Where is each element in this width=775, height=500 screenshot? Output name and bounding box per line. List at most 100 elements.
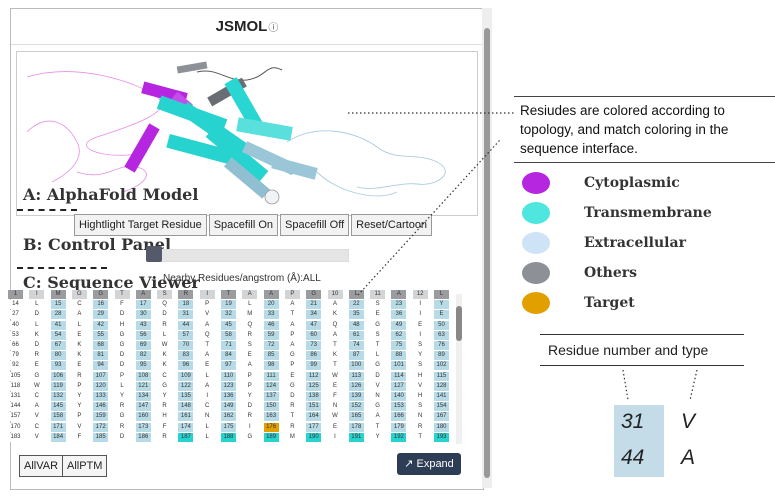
sequence-cell[interactable]: 60 bbox=[306, 330, 322, 340]
sequence-cell[interactable]: S bbox=[370, 300, 386, 310]
sequence-cell[interactable]: 135 bbox=[178, 392, 194, 401]
sequence-cell[interactable]: 134 bbox=[135, 392, 151, 401]
sequence-cell[interactable]: K bbox=[157, 351, 173, 361]
sequence-cell[interactable]: D bbox=[114, 351, 130, 361]
sequence-cell[interactable]: 45 bbox=[221, 320, 236, 330]
sequence-cell[interactable]: L bbox=[199, 371, 215, 381]
sequence-cell[interactable]: 42 bbox=[93, 320, 109, 330]
sequence-cell[interactable]: T bbox=[370, 422, 386, 432]
sequence-cell[interactable]: 89 bbox=[434, 351, 449, 361]
sequence-cell[interactable]: A bbox=[327, 330, 343, 340]
sequence-cell[interactable]: E bbox=[71, 361, 87, 371]
sequence-cell[interactable]: P bbox=[242, 371, 258, 381]
spacefill-off-button[interactable]: Spacefill Off bbox=[280, 214, 350, 236]
sequence-cell[interactable]: R bbox=[412, 422, 428, 432]
sequence-cell[interactable]: 136 bbox=[221, 392, 236, 401]
sequence-cell[interactable]: 193 bbox=[434, 432, 449, 442]
sequence-cell[interactable]: E bbox=[327, 422, 343, 432]
sequence-cell[interactable]: 115 bbox=[434, 371, 449, 381]
sequence-cell[interactable]: 35 bbox=[348, 310, 364, 320]
sequence-cell[interactable]: 159 bbox=[93, 412, 109, 422]
sequence-cell[interactable]: 175 bbox=[221, 422, 236, 432]
sequence-cell[interactable]: 12 bbox=[412, 290, 428, 299]
sequence-cell[interactable]: P bbox=[284, 330, 300, 340]
sequence-cell[interactable]: 137 bbox=[263, 392, 279, 401]
sequence-cell[interactable]: T bbox=[199, 341, 215, 350]
sequence-cell[interactable]: N bbox=[370, 392, 386, 401]
sequence-scroll-thumb[interactable] bbox=[456, 306, 462, 341]
sequence-cell[interactable]: 96 bbox=[178, 361, 194, 371]
sequence-cell[interactable]: I bbox=[199, 290, 215, 299]
sequence-cell[interactable]: 179 bbox=[391, 422, 407, 432]
sequence-cell[interactable]: 18 bbox=[178, 300, 194, 310]
sequence-cell[interactable]: 76 bbox=[434, 341, 449, 350]
sequence-cell[interactable]: 15 bbox=[50, 300, 66, 310]
sequence-cell[interactable]: Q bbox=[242, 320, 258, 330]
sequence-cell[interactable]: L bbox=[434, 290, 449, 299]
sequence-cell[interactable]: 183 bbox=[8, 432, 23, 442]
sequence-cell[interactable]: K bbox=[327, 351, 343, 361]
sequence-cell[interactable]: F bbox=[327, 392, 343, 401]
sequence-cell[interactable]: 97 bbox=[221, 361, 236, 371]
sequence-cell[interactable]: P bbox=[71, 412, 87, 422]
sequence-cell[interactable]: V bbox=[29, 412, 45, 422]
sequence-cell[interactable]: H bbox=[412, 392, 428, 401]
sequence-cell[interactable]: F bbox=[157, 422, 173, 432]
sequence-cell[interactable]: 53 bbox=[8, 330, 23, 340]
sequence-cell[interactable]: E bbox=[242, 351, 258, 361]
sequence-cell[interactable]: A bbox=[199, 381, 215, 391]
sequence-cell[interactable]: 28 bbox=[50, 310, 66, 320]
sequence-cell[interactable]: C bbox=[199, 402, 215, 412]
sequence-cell[interactable]: D bbox=[114, 310, 130, 320]
sequence-cell[interactable]: 173 bbox=[135, 422, 151, 432]
sequence-cell[interactable]: T bbox=[412, 432, 428, 442]
sequence-cell[interactable]: M bbox=[242, 310, 258, 320]
sequence-cell[interactable]: 185 bbox=[93, 432, 109, 442]
sequence-cell[interactable]: I bbox=[242, 422, 258, 432]
sequence-cell[interactable]: 20 bbox=[263, 300, 279, 310]
sequence-cell[interactable]: D bbox=[157, 310, 173, 320]
sequence-cell[interactable]: 138 bbox=[306, 392, 322, 401]
sequence-cell[interactable]: 84 bbox=[221, 351, 236, 361]
sequence-cell[interactable]: G bbox=[93, 290, 109, 299]
sequence-cell[interactable]: 63 bbox=[434, 330, 449, 340]
sequence-cell[interactable]: C bbox=[29, 392, 45, 401]
sequence-cell[interactable]: V bbox=[29, 432, 45, 442]
sequence-cell[interactable]: 88 bbox=[391, 351, 407, 361]
sequence-cell[interactable]: Y bbox=[412, 351, 428, 361]
sequence-cell[interactable]: 163 bbox=[263, 412, 279, 422]
sequence-cell[interactable]: K bbox=[157, 361, 173, 371]
sequence-cell[interactable]: 36 bbox=[391, 310, 407, 320]
sequence-cell[interactable]: 167 bbox=[434, 412, 449, 422]
sequence-cell[interactable]: 58 bbox=[221, 330, 236, 340]
sequence-cell[interactable]: G bbox=[370, 402, 386, 412]
sequence-cell[interactable]: 100 bbox=[348, 361, 364, 371]
sequence-cell[interactable]: 108 bbox=[135, 371, 151, 381]
sequence-cell[interactable]: P bbox=[199, 300, 215, 310]
sequence-cell[interactable]: 111 bbox=[263, 371, 279, 381]
sequence-cell[interactable]: 57 bbox=[178, 330, 194, 340]
sequence-cell[interactable]: M bbox=[50, 290, 66, 299]
sequence-cell[interactable]: S bbox=[412, 341, 428, 350]
sequence-cell[interactable]: 160 bbox=[135, 412, 151, 422]
sequence-cell[interactable]: T bbox=[370, 341, 386, 350]
sequence-cell[interactable]: N bbox=[412, 412, 428, 422]
sequence-cell[interactable]: D bbox=[29, 310, 45, 320]
sequence-cell[interactable]: G bbox=[284, 351, 300, 361]
sequence-cell[interactable]: 11 bbox=[370, 290, 386, 299]
sequence-cell[interactable]: T bbox=[284, 310, 300, 320]
sequence-cell[interactable]: 149 bbox=[221, 402, 236, 412]
sequence-cell[interactable]: 14 bbox=[8, 300, 23, 310]
sequence-cell[interactable]: 1 bbox=[8, 290, 23, 299]
sequence-cell[interactable]: 178 bbox=[348, 422, 364, 432]
sequence-cell[interactable]: A bbox=[284, 320, 300, 330]
sequence-cell[interactable]: 141 bbox=[434, 392, 449, 401]
sequence-cell[interactable]: 176 bbox=[263, 422, 279, 432]
sequence-cell[interactable]: 70 bbox=[178, 341, 194, 350]
sequence-cell[interactable]: E bbox=[71, 330, 87, 340]
sequence-cell[interactable]: 46 bbox=[263, 320, 279, 330]
sequence-cell[interactable]: 61 bbox=[348, 330, 364, 340]
sequence-cell[interactable]: N bbox=[327, 402, 343, 412]
sequence-cell[interactable]: V bbox=[199, 310, 215, 320]
sequence-cell[interactable]: I bbox=[412, 330, 428, 340]
